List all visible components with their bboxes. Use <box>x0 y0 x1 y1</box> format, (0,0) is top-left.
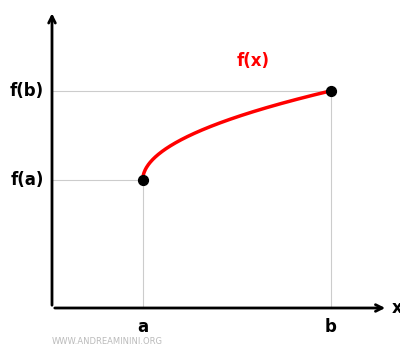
Point <box>328 88 334 94</box>
Text: f(b): f(b) <box>10 82 44 100</box>
Text: f(a): f(a) <box>11 171 44 189</box>
Text: WWW.ANDREAMININI.ORG: WWW.ANDREAMININI.ORG <box>52 337 163 346</box>
Point <box>140 177 146 183</box>
Text: b: b <box>325 318 337 336</box>
Text: x: x <box>392 299 400 317</box>
Text: f(x): f(x) <box>237 52 270 70</box>
Text: a: a <box>137 318 148 336</box>
